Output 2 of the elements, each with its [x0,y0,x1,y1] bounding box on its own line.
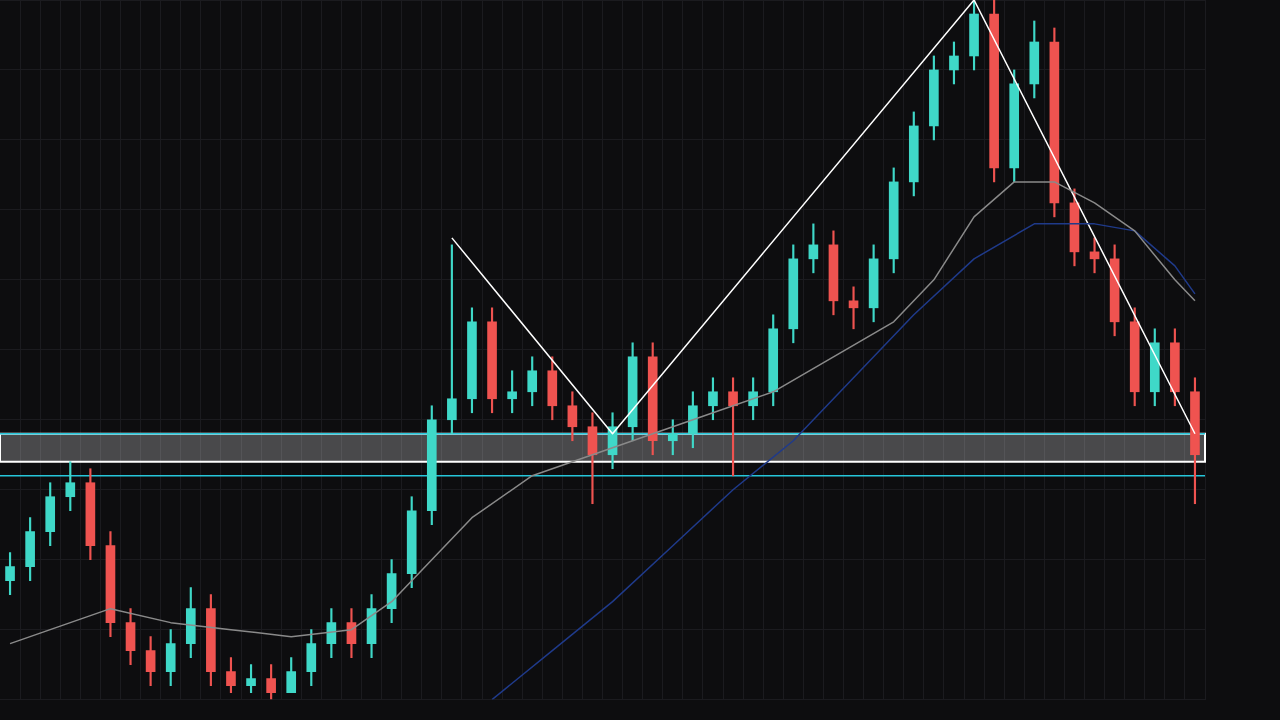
candlestick [848,286,859,330]
candlestick [587,412,598,505]
